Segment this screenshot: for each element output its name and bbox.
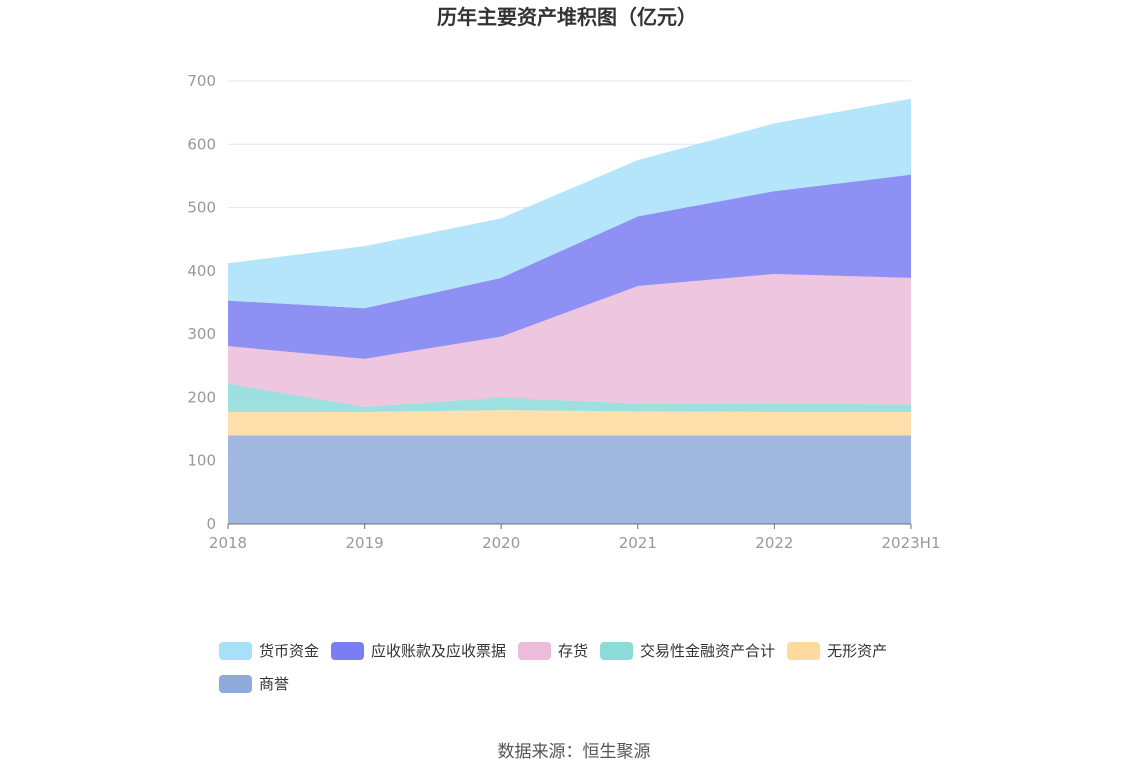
legend-swatch [787, 642, 821, 660]
y-tick-label: 500 [187, 199, 216, 217]
legend-item[interactable]: 应收账款及应收票据 [331, 642, 506, 660]
legend-label: 商誉 [259, 675, 289, 693]
legend-swatch [331, 642, 365, 660]
chart-title: 历年主要资产堆积图（亿元） [437, 5, 697, 29]
x-tick-label: 2022 [755, 534, 793, 552]
y-tick-label: 400 [187, 262, 216, 280]
area-存货 [228, 274, 911, 407]
legend-label: 无形资产 [827, 642, 887, 660]
y-tick-label: 700 [187, 72, 216, 90]
x-tick-label: 2021 [619, 534, 657, 552]
y-tick-label: 600 [187, 135, 216, 153]
legend-item[interactable]: 存货 [518, 642, 588, 660]
area-应收账款及应收票据 [228, 174, 911, 359]
legend-swatch [600, 642, 634, 660]
legend-swatch [518, 642, 552, 660]
area-商誉 [228, 435, 911, 524]
y-tick-label: 200 [187, 388, 216, 406]
y-tick-label: 0 [206, 515, 216, 533]
axes: 0 100 200 300 400 500 600 700 2018 2019 2020 2021 20… [187, 72, 940, 552]
legend-swatch [219, 675, 252, 693]
legend-swatch [219, 642, 252, 660]
x-tick-label: 2020 [482, 534, 520, 552]
area-交易性金融资产合计 [228, 383, 911, 412]
legend-label: 存货 [558, 642, 588, 660]
source-text: 数据来源：恒生聚源 [498, 742, 651, 762]
area-货币资金 [228, 98, 911, 309]
legend-item[interactable]: 商誉 [219, 675, 289, 693]
legend-item[interactable]: 货币资金 [219, 642, 319, 660]
legend-label: 应收账款及应收票据 [371, 642, 506, 660]
y-tick-label: 300 [187, 325, 216, 343]
area-series [228, 98, 911, 524]
x-tick-label: 2023H1 [882, 534, 941, 552]
legend-item[interactable]: 无形资产 [787, 642, 887, 660]
x-tick-label: 2019 [346, 534, 384, 552]
legend-label: 交易性金融资产合计 [640, 642, 775, 660]
y-tick-label: 100 [187, 452, 216, 470]
x-tick-label: 2018 [209, 534, 247, 552]
area-无形资产 [228, 410, 911, 436]
legend-label: 货币资金 [259, 642, 319, 660]
legend-item[interactable]: 交易性金融资产合计 [600, 642, 775, 660]
